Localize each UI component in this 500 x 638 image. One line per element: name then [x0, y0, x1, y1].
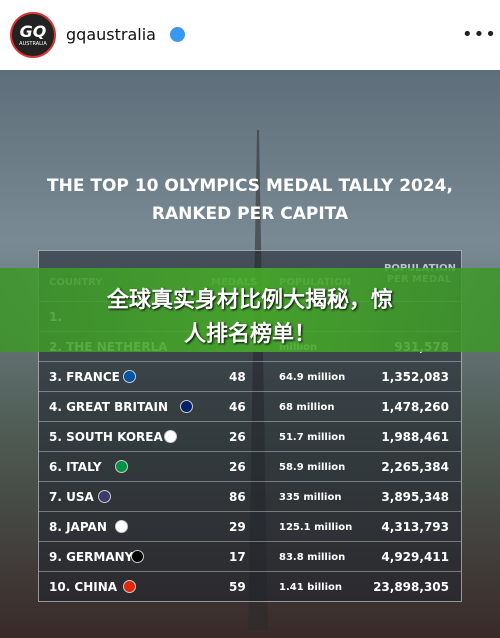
cell-per-medal: 2,265,384	[381, 460, 449, 474]
post-image: THE TOP 10 OLYMPICS MEDAL TALLY 2024, RA…	[0, 70, 500, 638]
cell-population: 125.1 million	[279, 522, 353, 533]
cell-per-medal: 1,352,083	[381, 370, 449, 384]
avatar[interactable]: GQ AUSTRALIA	[10, 12, 56, 58]
verified-badge	[170, 27, 185, 42]
cell-medals: 26	[229, 460, 246, 474]
table-row: 3. FRANCE 48 64.9 million 1,352,083	[39, 361, 461, 392]
table-row: 7. USA 86 335 million 3,895,348	[39, 481, 461, 512]
table-row: 6. ITALY 26 58.9 million 2,265,384	[39, 451, 461, 482]
account-name[interactable]: gqaustralia	[66, 25, 156, 44]
cell-country: 9. GERMANY	[49, 550, 134, 564]
flag	[98, 490, 112, 503]
title-line1: THE TOP 10 OLYMPICS MEDAL TALLY 2024,	[47, 176, 453, 196]
table-row: 9. GERMANY 17 83.8 million 4,929,411	[39, 541, 461, 572]
more-menu[interactable]: •••	[462, 24, 497, 45]
cell-medals: 86	[229, 490, 246, 504]
cell-country: 10. CHINA	[49, 580, 118, 594]
cell-medals: 26	[229, 430, 246, 444]
flag	[163, 430, 177, 443]
cell-per-medal: 1,988,461	[381, 430, 449, 444]
cell-population: 335 million	[279, 492, 342, 503]
cell-population: 68 million	[279, 402, 335, 413]
cell-country: 3. FRANCE	[49, 370, 120, 384]
table-row: 5. SOUTH KOREA 26 51.7 million 1,988,461	[39, 421, 461, 452]
cell-population: 1.41 billion	[279, 582, 343, 593]
flag	[114, 460, 128, 473]
cell-country: 4. GREAT BRITAIN	[49, 400, 168, 414]
cell-country: 6. ITALY	[49, 460, 102, 474]
cell-population: 58.9 million	[279, 462, 346, 473]
flag	[122, 580, 136, 593]
cell-per-medal: 23,898,305	[373, 580, 449, 594]
cell-medals: 59	[229, 580, 246, 594]
cell-medals: 17	[229, 550, 246, 564]
cell-country: 7. USA	[49, 490, 94, 504]
cell-population: 83.8 million	[279, 552, 346, 563]
cell-per-medal: 4,313,793	[381, 520, 449, 534]
banner-line1: 全球真实身材比例大揭秘，惊	[106, 288, 393, 313]
cell-per-medal: 4,929,411	[381, 550, 449, 564]
cell-medals: 46	[229, 400, 246, 414]
cell-population: 51.7 million	[279, 432, 346, 443]
table-row: 8. JAPAN 29 125.1 million 4,313,793	[39, 511, 461, 542]
banner: 全球真实身材比例大揭秘，惊 人排名榜单！	[0, 268, 500, 352]
title-line2: RANKED PER CAPITA	[151, 204, 349, 224]
cell-country: 8. JAPAN	[49, 520, 107, 534]
post-header: GQ AUSTRALIA gqaustralia •••	[0, 0, 500, 70]
cell-per-medal: 1,478,260	[381, 400, 449, 414]
flag	[122, 370, 136, 383]
cell-medals: 48	[229, 370, 246, 384]
table-row: 4. GREAT BRITAIN 46 68 million 1,478,260	[39, 391, 461, 422]
flag	[180, 400, 194, 413]
cell-population: 64.9 million	[279, 372, 346, 383]
cell-medals: 29	[229, 520, 246, 534]
table-row: 10. CHINA 59 1.41 billion 23,898,305	[39, 571, 461, 602]
cell-per-medal: 3,895,348	[381, 490, 449, 504]
banner-line2: 人排名榜单！	[183, 322, 316, 347]
logo-main: GQ	[19, 22, 47, 41]
flag	[131, 550, 144, 563]
cell-country: 5. SOUTH KOREA	[49, 430, 163, 444]
flag	[114, 520, 128, 533]
logo-sub: AUSTRALIA	[19, 41, 47, 47]
